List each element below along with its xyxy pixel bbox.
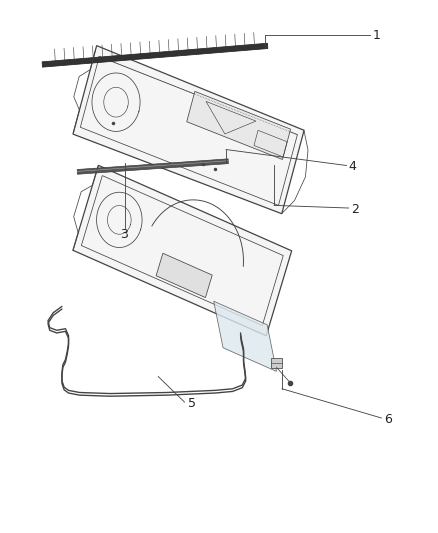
- Text: 6: 6: [383, 413, 391, 425]
- Polygon shape: [73, 165, 291, 336]
- Polygon shape: [42, 43, 267, 67]
- Polygon shape: [271, 358, 282, 368]
- Polygon shape: [186, 91, 290, 159]
- Text: 3: 3: [120, 228, 128, 241]
- Polygon shape: [77, 159, 228, 174]
- Polygon shape: [213, 301, 276, 372]
- Text: 1: 1: [372, 29, 380, 42]
- Text: 2: 2: [350, 203, 358, 215]
- Text: 4: 4: [348, 160, 356, 173]
- Text: 5: 5: [187, 397, 195, 410]
- Polygon shape: [156, 253, 212, 297]
- Polygon shape: [73, 46, 304, 214]
